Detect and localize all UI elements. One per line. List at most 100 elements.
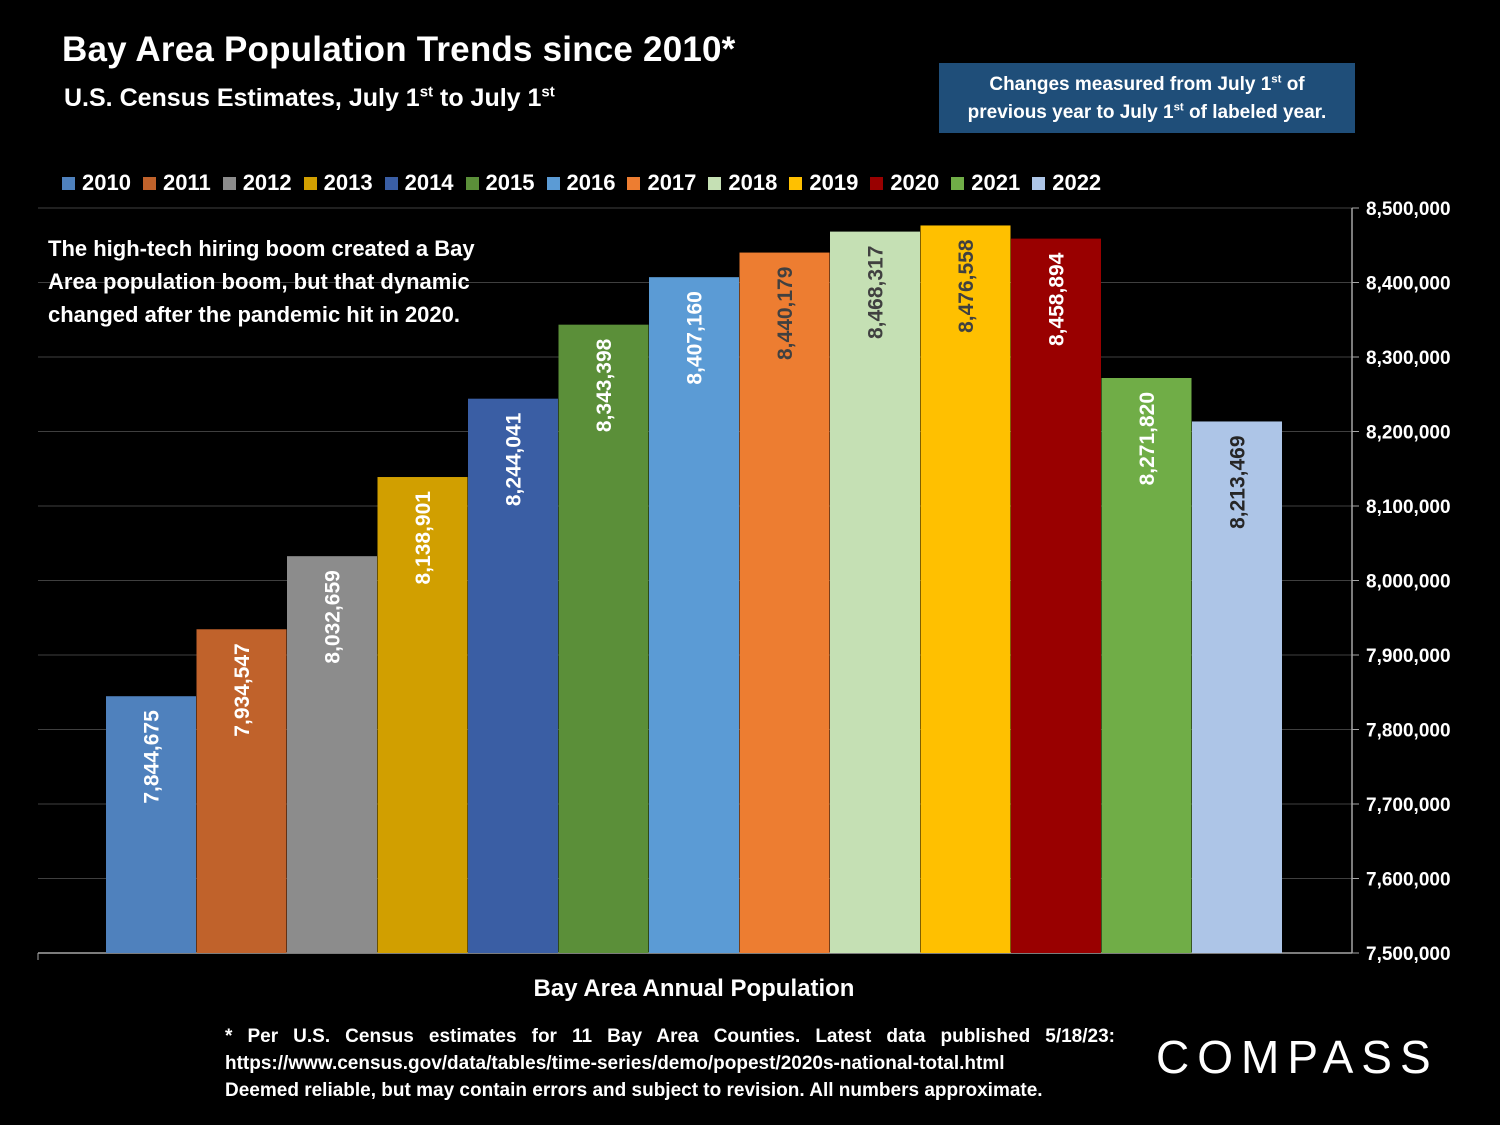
bar-2014 xyxy=(468,398,558,953)
subtitle-text-b: to July 1 xyxy=(433,84,542,112)
chart-annotation: The high-tech hiring boom created a Bay … xyxy=(48,236,475,327)
legend-swatch xyxy=(708,176,722,190)
legend-label: 2014 xyxy=(404,170,454,195)
note-line1-b: of xyxy=(1281,74,1305,95)
legend-label: 2019 xyxy=(809,170,859,195)
bar-2020 xyxy=(1011,238,1101,953)
note-line2-a: previous year to July 1 xyxy=(967,102,1174,123)
bar-value-label: 8,213,469 xyxy=(1226,435,1249,528)
legend-swatch xyxy=(1032,176,1046,190)
subtitle-text-a: U.S. Census Estimates, July 1 xyxy=(64,84,420,112)
note-line-2: previous year to July 1st of labeled yea… xyxy=(939,99,1355,127)
y-tick-label: 7,500,000 xyxy=(1366,944,1451,965)
legend-swatch xyxy=(951,176,965,190)
bar-value-label: 8,138,901 xyxy=(412,491,435,585)
legend-item-2011: 2011 xyxy=(142,170,211,196)
legend-swatch xyxy=(465,176,479,190)
bar-2013 xyxy=(377,477,468,953)
legend-swatch xyxy=(142,176,156,190)
legend-item-2019: 2019 xyxy=(789,170,858,196)
bar-2021 xyxy=(1101,377,1192,953)
y-tick-label: 8,500,000 xyxy=(1366,199,1451,220)
note-line-1: Changes measured from July 1st of xyxy=(939,71,1355,99)
bar-value-label: 8,440,179 xyxy=(774,267,797,360)
legend-item-2022: 2022 xyxy=(1032,170,1101,196)
legend-swatch xyxy=(303,176,317,190)
bar-value-label: 8,244,041 xyxy=(502,412,525,506)
bar-2019 xyxy=(920,225,1011,953)
legend-swatch xyxy=(870,176,884,190)
legend-item-2016: 2016 xyxy=(546,170,616,196)
chart-subtitle: U.S. Census Estimates, July 1st to July … xyxy=(64,84,555,113)
legend-swatch xyxy=(384,176,398,190)
subtitle-sup-2: st xyxy=(541,83,555,101)
bar-2018 xyxy=(830,231,920,954)
bar-2011 xyxy=(196,629,287,953)
bar-value-label: 8,032,659 xyxy=(321,570,344,663)
bar-2017 xyxy=(739,252,830,953)
legend-item-2020: 2020 xyxy=(870,170,939,196)
chart-title: Bay Area Population Trends since 2010* xyxy=(62,30,736,69)
legend-swatch xyxy=(789,176,803,190)
y-tick-label: 7,600,000 xyxy=(1366,870,1451,891)
legend-label: 2015 xyxy=(485,170,535,195)
legend-label: 2013 xyxy=(323,170,373,195)
bar-2010 xyxy=(106,696,196,953)
legend-item-2010: 2010 xyxy=(62,170,131,196)
bar-value-label: 8,407,160 xyxy=(683,291,706,384)
legend-label: 2012 xyxy=(242,170,292,195)
note-line2-sup: st xyxy=(1173,101,1184,114)
y-tick-label: 8,300,000 xyxy=(1366,348,1451,369)
note-line1-a: Changes measured from July 1 xyxy=(989,74,1272,95)
legend-swatch xyxy=(62,176,75,190)
legend-swatch xyxy=(222,176,236,190)
bar-2012 xyxy=(287,556,377,953)
measurement-note-box: Changes measured from July 1st of previo… xyxy=(939,63,1355,133)
bar-2015 xyxy=(558,324,649,954)
bar-value-label: 8,468,317 xyxy=(864,246,887,339)
footnote: * Per U.S. Census estimates for 11 Bay A… xyxy=(225,1023,1115,1104)
y-tick-label: 8,200,000 xyxy=(1366,423,1451,444)
note-line2-b: of labeled year. xyxy=(1183,102,1327,123)
legend-item-2018: 2018 xyxy=(708,170,777,196)
chart-legend: 2010 2011 2012 2013 2014 2015 2016 2017 2018 2019… xyxy=(62,168,1113,198)
footnote-line-2: https://www.census.gov/data/tables/time-… xyxy=(225,1053,1005,1074)
legend-item-2013: 2013 xyxy=(303,170,373,196)
legend-label: 2022 xyxy=(1052,170,1102,195)
y-tick-label: 8,000,000 xyxy=(1366,572,1451,593)
bar-value-label: 7,934,547 xyxy=(231,643,254,736)
bar-2016 xyxy=(649,277,739,954)
y-tick-label: 7,700,000 xyxy=(1366,795,1451,816)
legend-label: 2011 xyxy=(162,170,211,195)
legend-label: 2020 xyxy=(890,170,940,195)
legend-item-2014: 2014 xyxy=(384,170,454,196)
y-tick-label: 8,100,000 xyxy=(1366,497,1451,518)
y-tick-label: 8,400,000 xyxy=(1366,274,1451,295)
legend-label: 2010 xyxy=(82,170,131,195)
compass-logo: COMPASS xyxy=(1156,1031,1439,1083)
x-axis-label: Bay Area Annual Population xyxy=(533,975,855,1002)
legend-item-2017: 2017 xyxy=(627,170,696,196)
footnote-line-3: Deemed reliable, but may contain errors … xyxy=(225,1080,1043,1101)
legend-label: 2017 xyxy=(647,170,697,195)
subtitle-sup-1: st xyxy=(419,83,434,101)
footnote-line-1: * Per U.S. Census estimates for 11 Bay A… xyxy=(225,1026,1115,1047)
y-tick-label: 7,900,000 xyxy=(1366,646,1451,667)
legend-item-2015: 2015 xyxy=(465,170,535,196)
bar-value-label: 8,271,820 xyxy=(1136,392,1159,485)
legend-swatch xyxy=(546,176,560,190)
legend-label: 2018 xyxy=(728,170,778,195)
legend-label: 2021 xyxy=(971,170,1021,195)
bar-value-label: 8,476,558 xyxy=(955,239,978,333)
legend-swatch xyxy=(627,176,641,190)
legend-label: 2016 xyxy=(566,170,616,195)
bar-value-label: 8,343,398 xyxy=(593,338,616,432)
legend-item-2012: 2012 xyxy=(222,170,292,196)
legend-item-2021: 2021 xyxy=(951,170,1020,196)
y-tick-label: 7,800,000 xyxy=(1366,721,1451,742)
bar-2022 xyxy=(1192,421,1282,954)
bar-value-label: 8,458,894 xyxy=(1045,252,1068,346)
bar-value-label: 7,844,675 xyxy=(140,710,163,804)
note-line1-sup: st xyxy=(1271,73,1282,86)
